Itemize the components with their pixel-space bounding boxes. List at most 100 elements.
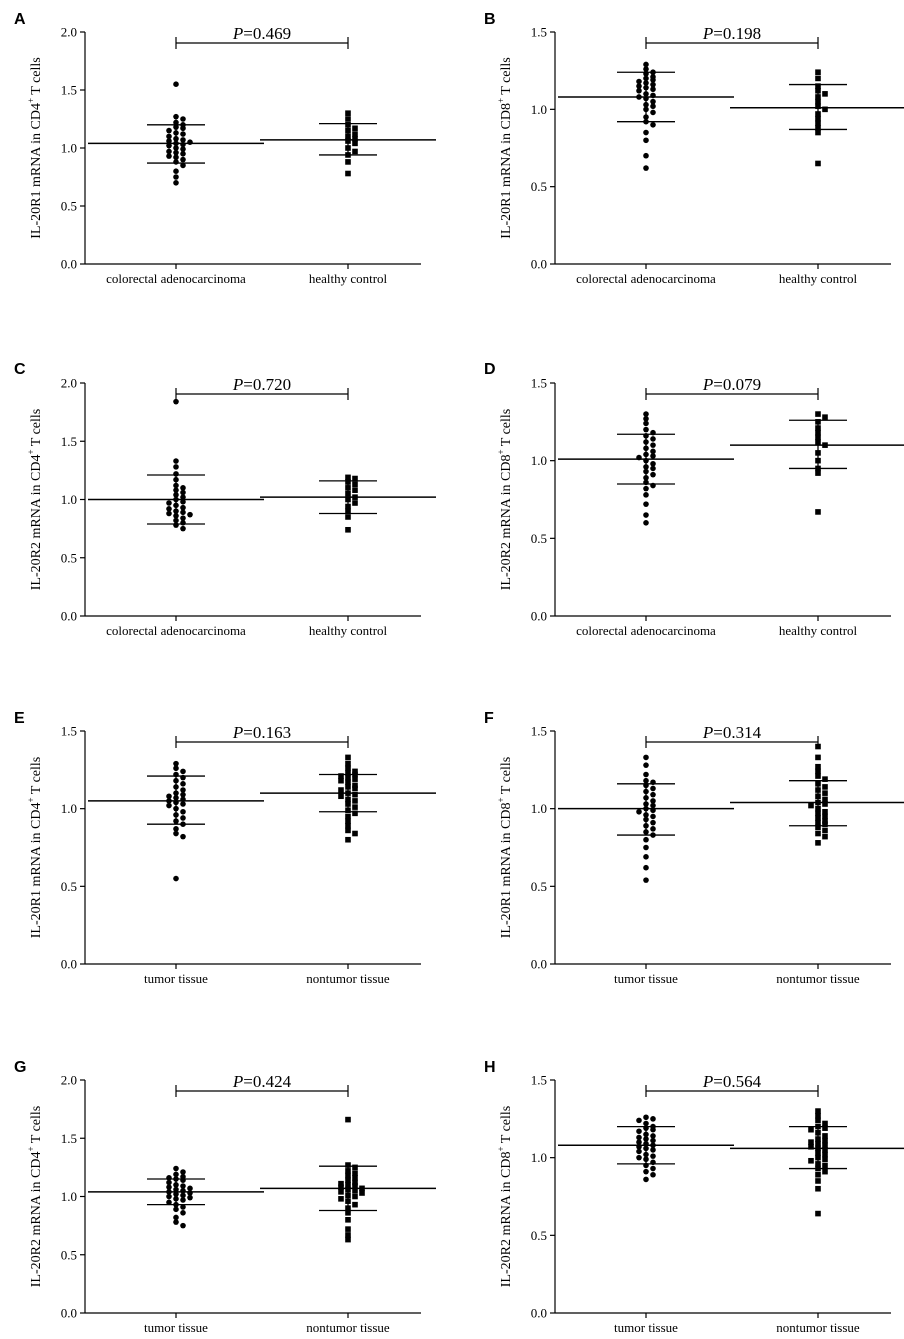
y-axis-label: IL-20R1 mRNA in CD4+ T cells [26, 757, 44, 939]
data-point [345, 827, 351, 834]
x-category-label: tumor tissue [614, 971, 678, 986]
data-point [166, 793, 172, 800]
x-category-label: nontumor tissue [776, 971, 860, 986]
data-point [815, 1108, 821, 1114]
data-point [173, 464, 179, 470]
data-point [650, 448, 656, 455]
data-point [180, 808, 186, 815]
data-point [345, 765, 351, 772]
data-point [345, 526, 351, 533]
x-category-label: tumor tissue [144, 1320, 208, 1335]
data-point [650, 1165, 656, 1172]
data-point [180, 781, 186, 787]
data-point [173, 458, 179, 464]
data-point [180, 151, 186, 157]
data-point [352, 1201, 358, 1208]
data-point [643, 1120, 649, 1127]
data-point [808, 1157, 814, 1164]
data-point [650, 460, 656, 467]
x-category-label: tumor tissue [614, 1320, 678, 1335]
data-point [338, 793, 344, 800]
y-axis-label-superscript: + [496, 449, 506, 454]
series-right [730, 69, 904, 167]
p-symbol: P [232, 24, 243, 43]
series-left [88, 1165, 264, 1229]
data-point [352, 481, 358, 488]
data-point [173, 830, 179, 837]
y-axis-label: IL-20R2 mRNA in CD4+ T cells [26, 409, 44, 591]
data-point [173, 119, 179, 126]
y-tick-label: 2.0 [61, 1073, 77, 1088]
data-point [166, 1179, 172, 1186]
data-point [636, 78, 642, 85]
series-right [730, 1108, 904, 1217]
x-category-label: nontumor tissue [776, 1320, 860, 1335]
data-point [650, 81, 656, 88]
y-axis-label-rest: T cells [499, 1106, 514, 1147]
data-point [815, 160, 821, 167]
data-point [643, 864, 649, 871]
y-axis-label: IL-20R1 mRNA in CD8+ T cells [496, 757, 514, 939]
y-tick-label: 1.0 [531, 453, 547, 468]
data-point [650, 1116, 656, 1122]
series-right [260, 474, 436, 533]
data-point [359, 1190, 365, 1196]
data-point [352, 1164, 358, 1171]
y-axis-label: IL-20R2 mRNA in CD8+ T cells [496, 1106, 514, 1288]
p-value-label: P=0.079 [702, 375, 761, 394]
series-left [88, 81, 264, 186]
data-point [345, 1162, 351, 1168]
data-point [822, 1125, 828, 1131]
data-point [180, 162, 186, 169]
data-point [815, 1171, 821, 1178]
data-point [345, 1226, 351, 1232]
y-axis-label-main: IL-20R1 mRNA in CD8 [499, 103, 514, 239]
data-point [345, 1232, 351, 1238]
y-axis-label: IL-20R2 mRNA in CD8+ T cells [496, 409, 514, 591]
data-point [815, 743, 821, 750]
data-point [650, 791, 656, 798]
data-point [650, 453, 656, 459]
panel-letter: B [484, 11, 496, 28]
data-point [173, 81, 179, 87]
data-point [180, 504, 186, 511]
data-point [166, 506, 172, 512]
y-tick-label: 1.5 [61, 1131, 77, 1146]
data-point [338, 787, 344, 793]
p-symbol: P [232, 723, 243, 742]
data-point [338, 1180, 344, 1187]
data-point [180, 520, 186, 526]
x-category-label: healthy control [779, 623, 858, 638]
data-point [180, 1177, 186, 1183]
data-point [650, 471, 656, 478]
y-tick-label: 0.5 [531, 531, 547, 546]
y-axis-label-rest: T cells [499, 409, 514, 450]
y-axis-label-superscript: + [26, 449, 36, 454]
data-point [643, 520, 649, 526]
data-point [822, 1162, 828, 1169]
data-point [187, 1185, 193, 1192]
panel-f: F 0.0 0.5 1.0 1.5 tumor tissue nontumor tissue… [484, 710, 904, 986]
p-symbol: P [702, 375, 713, 394]
y-tick-label: 1.5 [531, 724, 547, 739]
data-point [650, 785, 656, 792]
data-point [636, 1139, 642, 1145]
y-tick-label: 1.0 [61, 1189, 77, 1204]
y-tick-label: 0.5 [531, 879, 547, 894]
panel-e: E 0.0 0.5 1.0 1.5 tumor tissue nontumor tissue… [14, 710, 436, 986]
data-point [352, 487, 358, 493]
panel-letter: A [14, 11, 26, 28]
data-point [180, 787, 186, 793]
p-value: =0.469 [243, 24, 291, 43]
series-left [88, 760, 264, 882]
p-value: =0.163 [243, 723, 291, 742]
data-point [643, 1168, 649, 1175]
data-point [180, 509, 186, 516]
y-tick-label: 1.5 [531, 25, 547, 40]
data-point [352, 125, 358, 132]
data-point [173, 174, 179, 180]
data-point [822, 1133, 828, 1139]
y-tick-label: 1.0 [531, 1150, 547, 1165]
series-left [558, 411, 734, 526]
y-axis-label: IL-20R2 mRNA in CD4+ T cells [26, 1106, 44, 1288]
